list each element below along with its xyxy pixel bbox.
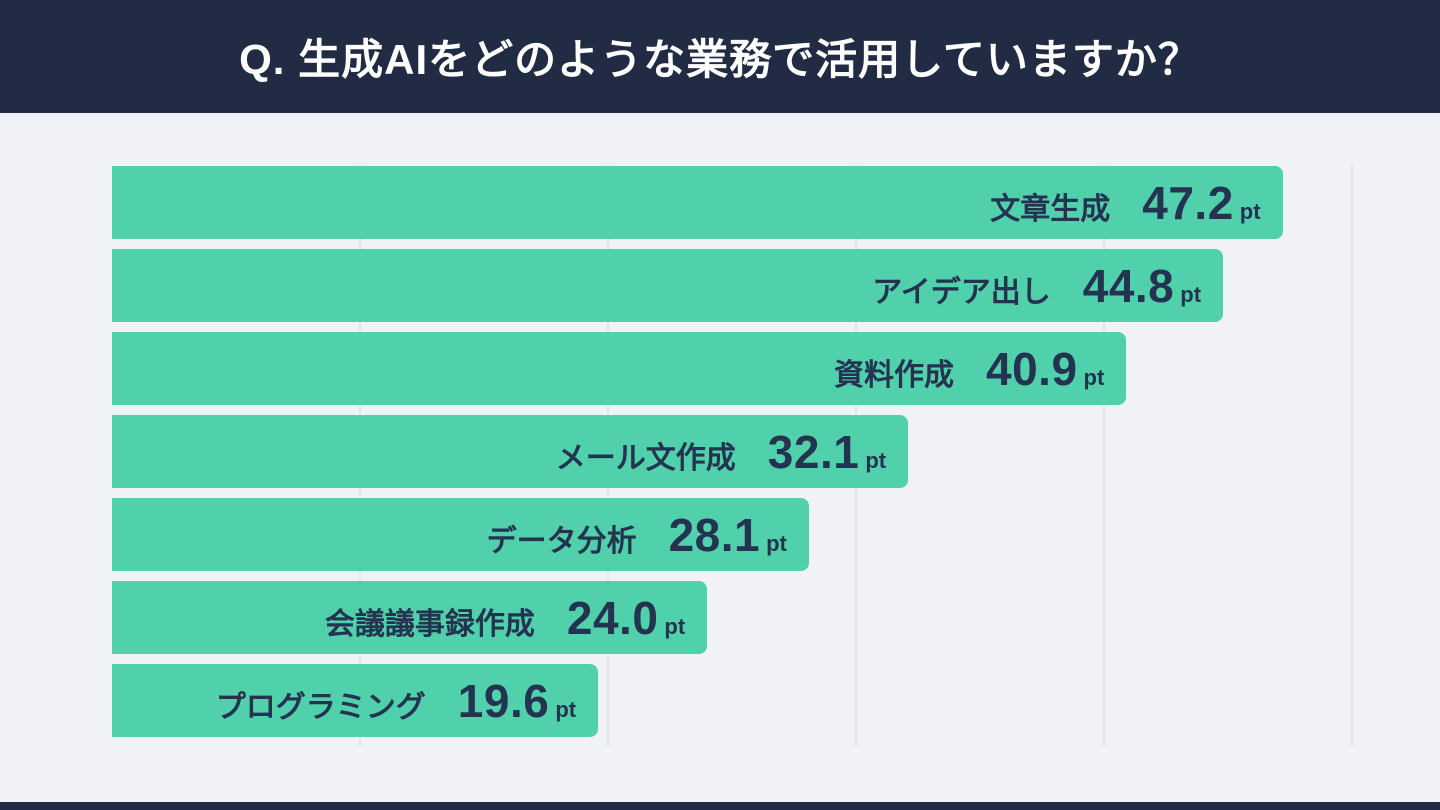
header-banner: Q. 生成AIをどのような業務で活用していますか？ <box>0 0 1440 113</box>
bar: 文章生成 47.2 pt <box>112 166 1283 239</box>
bars: 文章生成 47.2 pt アイデア出し 44.8 pt 資料作成 40.9 pt メール文作成 32… <box>112 166 1352 747</box>
bar-label: アイデア出し <box>872 275 1051 309</box>
bar: 会議議事録作成 24.0 pt <box>112 581 708 654</box>
bar-row: 文章生成 47.2 pt <box>112 166 1352 239</box>
bar-unit: pt <box>1083 364 1105 390</box>
bar: メール文作成 32.1 pt <box>112 415 909 488</box>
bar-row: プログラミング 19.6 pt <box>112 664 1352 737</box>
bar-unit: pt <box>1239 198 1261 224</box>
bar-unit: pt <box>555 696 577 722</box>
bar-value: 47.2 <box>1142 176 1234 229</box>
gridline <box>1103 163 1105 747</box>
bar-row: メール文作成 32.1 pt <box>112 415 1352 488</box>
bar-unit: pt <box>664 613 686 639</box>
bar: 資料作成 40.9 pt <box>112 332 1127 405</box>
bar-value: 32.1 <box>767 425 860 478</box>
bar: アイデア出し 44.8 pt <box>112 249 1224 322</box>
bar-unit: pt <box>865 447 887 473</box>
bar-text: メール文作成 32.1 pt <box>556 425 886 479</box>
bar-value: 19.6 <box>457 674 550 727</box>
bar-value: 44.8 <box>1082 259 1175 312</box>
bar-row: 会議議事録作成 24.0 pt <box>112 581 1352 654</box>
bar-row: データ分析 28.1 pt <box>112 498 1352 571</box>
bar: プログラミング 19.6 pt <box>112 664 599 737</box>
bar-unit: pt <box>1180 281 1202 307</box>
bar-row: 資料作成 40.9 pt <box>112 332 1352 405</box>
bar-value: 40.9 <box>986 342 1078 395</box>
bar-label: データ分析 <box>486 524 637 558</box>
gridline <box>1351 163 1353 747</box>
bar-label: プログラミング <box>215 690 426 724</box>
bar-text: 会議議事録作成 24.0 pt <box>325 591 685 645</box>
bar-label: メール文作成 <box>555 441 736 475</box>
bar-unit: pt <box>766 530 787 556</box>
bar-value: 28.1 <box>668 508 761 561</box>
bar-text: データ分析 28.1 pt <box>487 508 787 562</box>
bar-text: アイデア出し 44.8 pt <box>872 259 1201 313</box>
bar-label: 文章生成 <box>990 192 1111 226</box>
bar-label: 資料作成 <box>834 358 955 392</box>
page-title: Q. 生成AIをどのような業務で活用していますか？ <box>239 36 1201 83</box>
plot-area: 文章生成 47.2 pt アイデア出し 44.8 pt 資料作成 40.9 pt メール文作成 32… <box>112 163 1353 747</box>
bar: データ分析 28.1 pt <box>112 498 809 571</box>
bar-text: 文章生成 47.2 pt <box>990 176 1260 230</box>
footer-accent-bar <box>0 802 1440 810</box>
bar-label: 会議議事録作成 <box>324 607 535 641</box>
bar-row: アイデア出し 44.8 pt <box>112 249 1352 322</box>
bar-text: プログラミング 19.6 pt <box>216 674 576 728</box>
bar-value: 24.0 <box>566 591 659 644</box>
bar-text: 資料作成 40.9 pt <box>834 342 1104 396</box>
